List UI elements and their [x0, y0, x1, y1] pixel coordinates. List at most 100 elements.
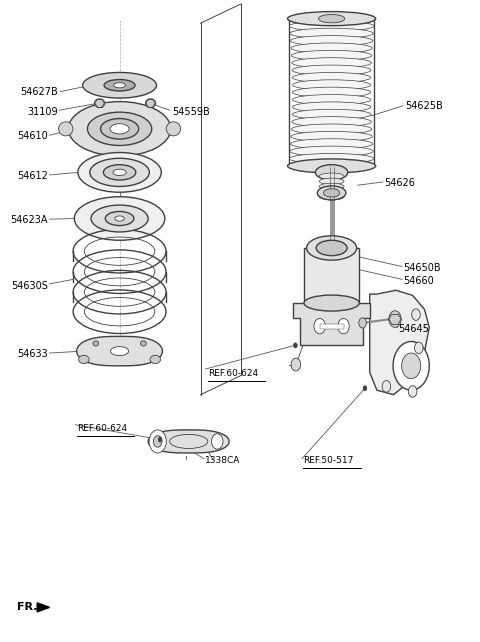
Circle shape [402, 353, 420, 379]
Ellipse shape [291, 132, 372, 142]
Ellipse shape [105, 211, 134, 225]
Polygon shape [370, 290, 429, 395]
Text: 54633: 54633 [17, 349, 48, 360]
Ellipse shape [79, 355, 89, 363]
Ellipse shape [292, 58, 372, 68]
Ellipse shape [319, 173, 344, 179]
Ellipse shape [290, 139, 373, 149]
Text: 54630S: 54630S [11, 281, 48, 291]
Ellipse shape [289, 13, 374, 24]
Text: 54650B: 54650B [403, 263, 441, 273]
Text: 54627B: 54627B [20, 87, 58, 97]
Circle shape [408, 386, 417, 397]
Ellipse shape [114, 83, 126, 88]
Ellipse shape [307, 236, 357, 260]
Circle shape [359, 318, 366, 328]
Ellipse shape [103, 165, 136, 180]
Polygon shape [304, 248, 359, 303]
Ellipse shape [288, 159, 376, 173]
Text: 54626: 54626 [384, 178, 415, 188]
Ellipse shape [289, 161, 374, 171]
Ellipse shape [150, 355, 160, 363]
Polygon shape [77, 336, 162, 366]
Ellipse shape [316, 240, 347, 256]
Ellipse shape [100, 119, 139, 139]
Ellipse shape [319, 178, 344, 184]
Ellipse shape [292, 102, 371, 112]
Text: REF.60-624: REF.60-624 [208, 369, 258, 378]
Ellipse shape [110, 347, 129, 356]
Ellipse shape [289, 153, 374, 164]
Polygon shape [320, 324, 344, 329]
Ellipse shape [166, 122, 180, 136]
Ellipse shape [291, 50, 372, 60]
Ellipse shape [290, 35, 373, 46]
Ellipse shape [68, 101, 171, 156]
Ellipse shape [91, 205, 148, 232]
Ellipse shape [113, 169, 126, 175]
Polygon shape [293, 303, 370, 345]
Text: 54660: 54660 [403, 275, 434, 286]
Ellipse shape [78, 153, 161, 192]
Ellipse shape [292, 94, 371, 105]
Ellipse shape [145, 99, 156, 108]
Ellipse shape [90, 159, 149, 186]
Text: REF.60-624: REF.60-624 [77, 424, 127, 433]
Ellipse shape [319, 188, 344, 195]
Circle shape [363, 386, 367, 391]
Polygon shape [148, 430, 229, 453]
Ellipse shape [289, 21, 374, 31]
Ellipse shape [141, 341, 146, 346]
Ellipse shape [291, 43, 372, 53]
Circle shape [314, 318, 325, 334]
Ellipse shape [110, 124, 129, 134]
Ellipse shape [304, 295, 359, 311]
Circle shape [412, 309, 420, 320]
Ellipse shape [319, 193, 344, 200]
Circle shape [291, 358, 300, 371]
Ellipse shape [324, 189, 340, 197]
Ellipse shape [292, 80, 371, 90]
Circle shape [149, 430, 166, 453]
Text: 54612: 54612 [17, 171, 48, 181]
Ellipse shape [93, 341, 98, 346]
Circle shape [393, 342, 429, 390]
Circle shape [154, 436, 162, 447]
Ellipse shape [291, 124, 372, 134]
Circle shape [212, 434, 223, 449]
Ellipse shape [59, 122, 73, 136]
Circle shape [382, 381, 391, 392]
Ellipse shape [95, 99, 105, 108]
Ellipse shape [83, 73, 156, 98]
Ellipse shape [292, 117, 372, 127]
Circle shape [293, 343, 297, 348]
Text: REF.50-517: REF.50-517 [303, 456, 353, 465]
Ellipse shape [290, 146, 373, 157]
Ellipse shape [292, 87, 371, 98]
Text: 54645: 54645 [398, 324, 429, 334]
Text: 54610: 54610 [17, 131, 48, 141]
Ellipse shape [317, 186, 346, 200]
Ellipse shape [74, 196, 165, 240]
Ellipse shape [292, 109, 371, 119]
Polygon shape [37, 603, 49, 612]
Ellipse shape [319, 15, 345, 23]
Circle shape [338, 318, 349, 334]
Ellipse shape [104, 80, 135, 91]
Ellipse shape [87, 112, 152, 146]
Ellipse shape [292, 65, 371, 75]
Circle shape [158, 437, 162, 442]
Text: 54625B: 54625B [406, 101, 443, 112]
Ellipse shape [315, 165, 348, 180]
Text: FR.: FR. [17, 602, 37, 612]
Text: 54623A: 54623A [11, 216, 48, 225]
Circle shape [389, 311, 401, 327]
Ellipse shape [292, 73, 371, 83]
Text: 54559B: 54559B [172, 107, 210, 116]
Ellipse shape [290, 28, 373, 39]
Text: 1338CA: 1338CA [205, 456, 241, 465]
Text: 31109: 31109 [27, 107, 58, 116]
Circle shape [415, 342, 423, 354]
Ellipse shape [115, 216, 124, 221]
Ellipse shape [319, 183, 344, 189]
